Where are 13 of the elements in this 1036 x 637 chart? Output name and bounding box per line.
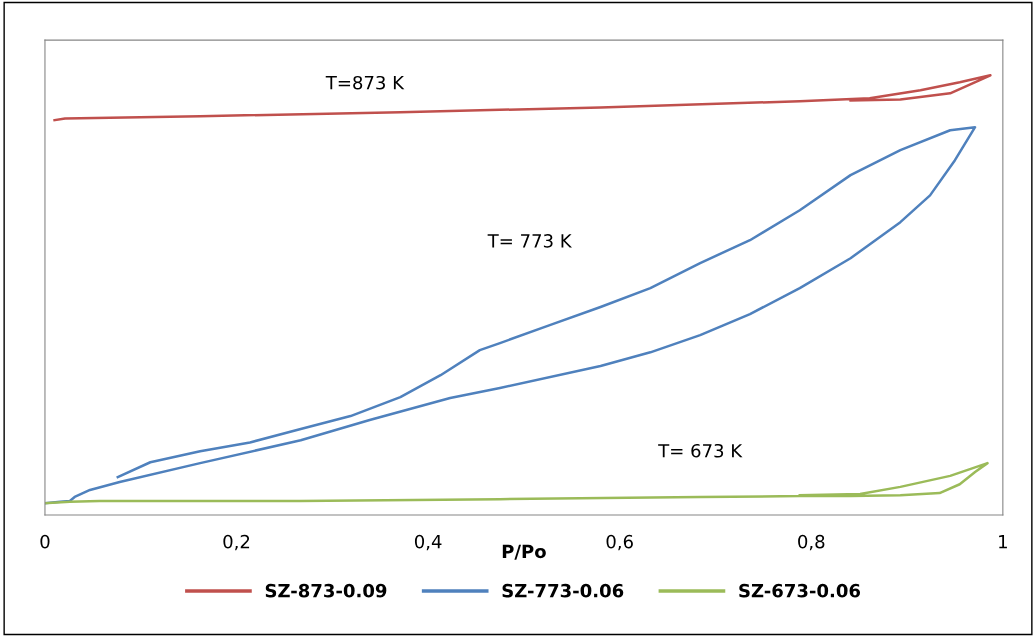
x-tick-label: 0 xyxy=(40,534,50,549)
annotation: T= 773 K xyxy=(487,234,572,248)
legend-label: SZ-873-0.09 xyxy=(265,583,387,598)
legend-label: SZ-773-0.06 xyxy=(502,583,624,598)
annotation: T= 673 K xyxy=(658,443,743,458)
x-tick-label: 0,2 xyxy=(223,534,250,551)
x-axis-title: P/Po xyxy=(502,544,546,560)
x-tick-label: 1 xyxy=(999,535,1007,549)
legend-label: SZ-673-0.06 xyxy=(739,583,861,598)
x-tick-label: 0,4 xyxy=(414,534,442,551)
annotation: T=873 K xyxy=(325,75,405,90)
x-tick-label: 0,8 xyxy=(798,534,825,551)
x-tick-label: 0,6 xyxy=(606,534,633,551)
